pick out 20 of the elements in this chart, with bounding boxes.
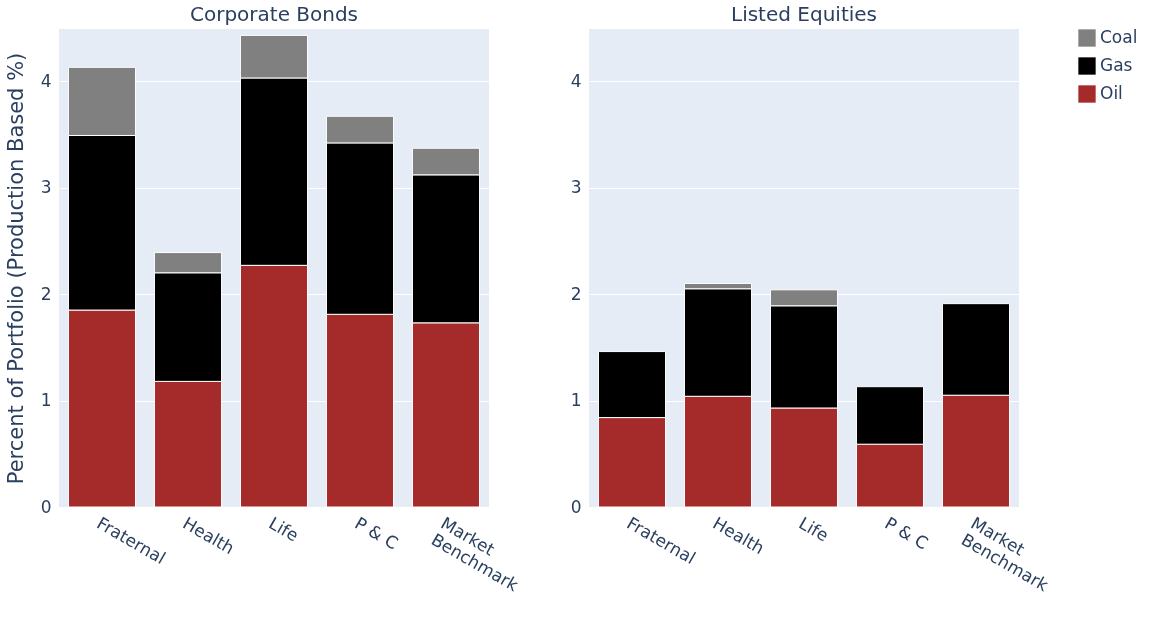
y-tick-label: 1	[40, 390, 52, 411]
legend-label: Gas	[1100, 55, 1133, 75]
y-tick-label: 1	[570, 390, 582, 411]
y-tick-label: 0	[40, 496, 52, 517]
chart-title: Corporate Bonds	[189, 2, 359, 26]
y-tick-label: 4	[570, 70, 582, 91]
y-tick-label: 4	[40, 70, 52, 91]
y-axis-title: Percent of Portfolio (Production Based %)	[3, 52, 28, 485]
chart-title: Listed Equities	[730, 2, 878, 26]
x-tick-label: Life	[795, 512, 833, 546]
x-tick-label: P & C	[351, 512, 402, 554]
x-tick-label: P & C	[881, 512, 932, 554]
y-tick-label: 2	[40, 283, 52, 304]
y-tick-label: 0	[570, 496, 582, 517]
x-tick-label: Life	[265, 512, 303, 546]
legend-label: Oil	[1100, 83, 1123, 103]
legend-label: Coal	[1100, 27, 1138, 47]
y-tick-label: 2	[570, 283, 582, 304]
y-tick-label: 3	[40, 177, 52, 198]
y-tick-label: 3	[570, 177, 582, 198]
